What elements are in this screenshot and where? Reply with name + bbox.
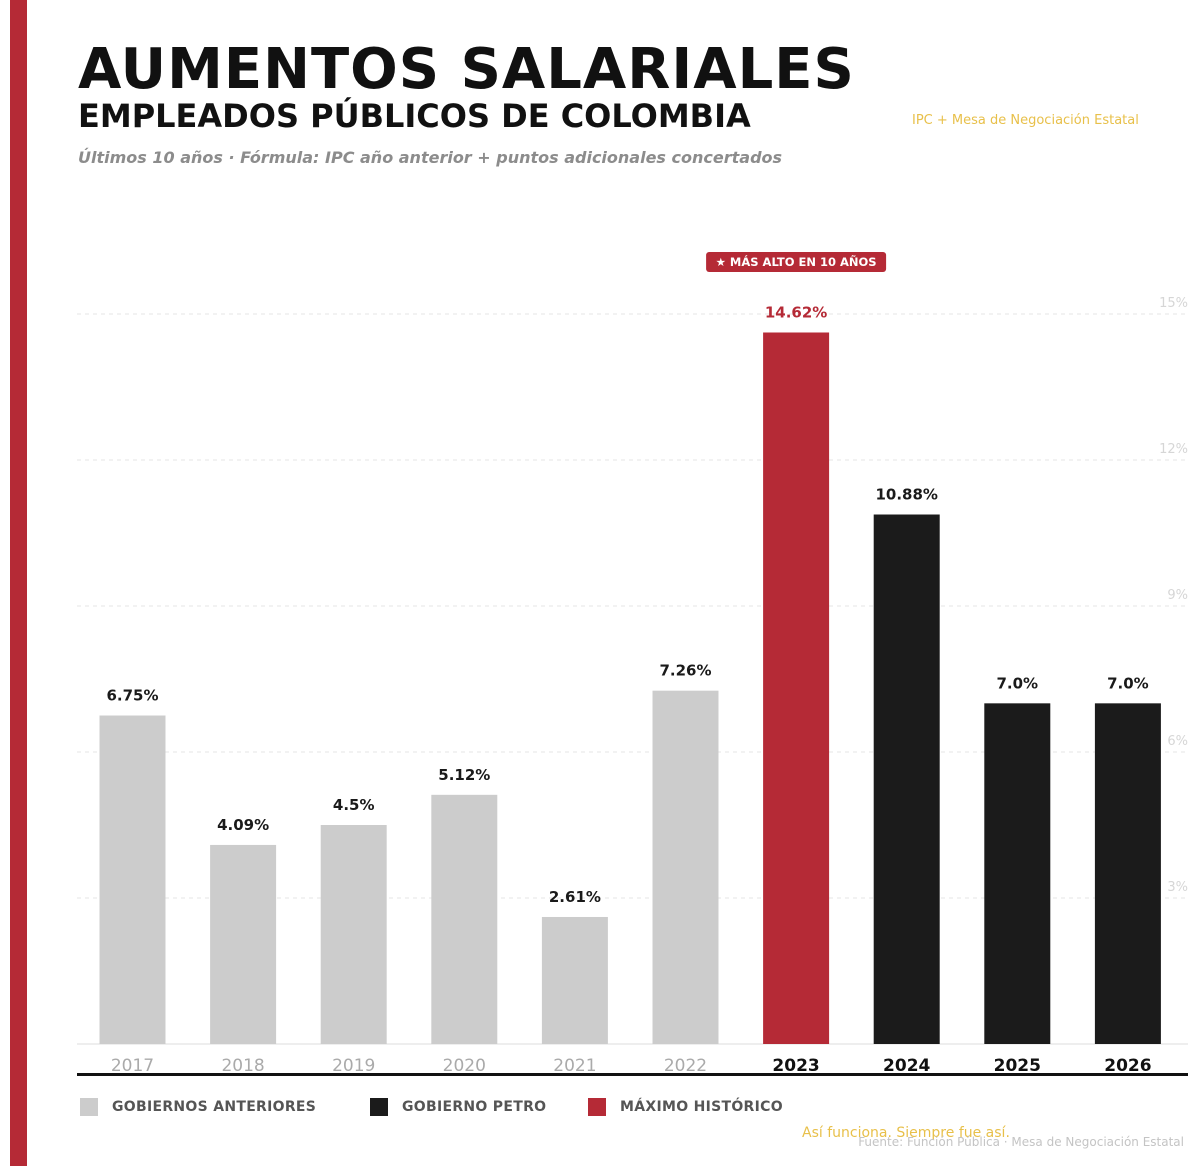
data-label: 7.26%	[659, 662, 711, 680]
data-label: 4.5%	[333, 796, 375, 814]
legend-item-petro: GOBIERNO PETRO	[370, 1098, 546, 1116]
bar	[541, 916, 608, 1044]
legend-label-previous: GOBIERNOS ANTERIORES	[112, 1099, 317, 1115]
chart-note: Últimos 10 años · Fórmula: IPC año anter…	[78, 148, 783, 167]
x-tick-label: 2019	[332, 1056, 375, 1076]
legend-swatch-petro	[370, 1098, 388, 1116]
legend-item-max: MÁXIMO HISTÓRICO	[588, 1098, 783, 1116]
bar	[99, 715, 166, 1044]
data-label: 6.75%	[106, 687, 158, 705]
bar	[320, 825, 387, 1044]
footer-source: Fuente: Función Pública · Mesa de Negoci…	[858, 1135, 1184, 1149]
y-tick-label: 3%	[1167, 880, 1188, 895]
y-tick-label: 15%	[1159, 296, 1188, 311]
bar	[763, 332, 830, 1044]
legend: GOBIERNOS ANTERIORES GOBIERNO PETRO MÁXI…	[0, 1098, 1200, 1120]
x-tick-label: 2017	[111, 1056, 154, 1076]
legend-label-max: MÁXIMO HISTÓRICO	[620, 1099, 783, 1115]
y-tick-label: 12%	[1159, 442, 1188, 457]
x-tick-label: 2022	[664, 1056, 707, 1076]
bar	[431, 794, 498, 1044]
x-tick-label: 2021	[553, 1056, 596, 1076]
legend-swatch-max	[588, 1098, 606, 1116]
x-tick-label: 2024	[883, 1056, 930, 1076]
y-tick-label: 9%	[1167, 588, 1188, 603]
x-tick-label: 2025	[994, 1056, 1041, 1076]
legend-item-previous: GOBIERNOS ANTERIORES	[80, 1098, 316, 1116]
formula-tag: IPC + Mesa de Negociación Estatal	[912, 113, 1139, 128]
legend-label-petro: GOBIERNO PETRO	[402, 1099, 547, 1115]
data-label: 10.88%	[875, 486, 937, 504]
highlight-badge-label: ★ MÁS ALTO EN 10 AÑOS	[716, 254, 877, 269]
highlight-badge	[706, 252, 887, 272]
data-label: 14.62%	[765, 303, 827, 321]
data-label: 2.61%	[549, 888, 601, 906]
x-tick-label: 2026	[1104, 1056, 1151, 1076]
bar	[1094, 703, 1161, 1044]
x-tick-label: 2023	[772, 1056, 819, 1076]
data-label: 5.12%	[438, 766, 490, 784]
left-accent-stripe	[10, 0, 27, 1166]
legend-swatch-previous	[80, 1098, 98, 1116]
x-tick-label: 2018	[221, 1056, 264, 1076]
chart-title: AUMENTOS SALARIALES	[78, 37, 855, 102]
bar	[873, 514, 940, 1044]
data-label: 7.0%	[1107, 674, 1149, 692]
data-label: 7.0%	[996, 674, 1038, 692]
bar	[984, 703, 1051, 1044]
x-tick-label: 2020	[443, 1056, 486, 1076]
y-tick-label: 6%	[1167, 734, 1188, 749]
footer-tagline: Así funciona. Siempre fue así.	[802, 1125, 1010, 1141]
bar	[210, 844, 277, 1044]
chart-subtitle: EMPLEADOS PÚBLICOS DE COLOMBIA	[78, 97, 751, 135]
bottom-rule	[77, 1073, 1188, 1076]
data-label: 4.09%	[217, 816, 269, 834]
bar	[652, 690, 719, 1044]
